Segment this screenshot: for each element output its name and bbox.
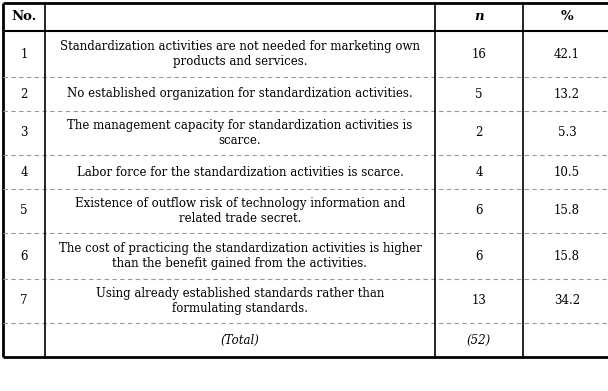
Text: Existence of outflow risk of technology information and
related trade secret.: Existence of outflow risk of technology … bbox=[75, 197, 405, 225]
Text: 2: 2 bbox=[475, 127, 483, 140]
Text: 2: 2 bbox=[20, 88, 28, 100]
Text: 13: 13 bbox=[472, 294, 486, 307]
Text: 6: 6 bbox=[475, 249, 483, 262]
Text: %: % bbox=[561, 11, 573, 23]
Text: 10.5: 10.5 bbox=[554, 165, 580, 179]
Text: 34.2: 34.2 bbox=[554, 294, 580, 307]
Text: Labor force for the standardization activities is scarce.: Labor force for the standardization acti… bbox=[77, 165, 404, 179]
Text: No established organization for standardization activities.: No established organization for standard… bbox=[67, 88, 413, 100]
Text: 4: 4 bbox=[20, 165, 28, 179]
Text: 6: 6 bbox=[475, 204, 483, 217]
Text: Using already established standards rather than
formulating standards.: Using already established standards rath… bbox=[96, 287, 384, 315]
Text: 3: 3 bbox=[20, 127, 28, 140]
Text: 5: 5 bbox=[475, 88, 483, 100]
Text: 15.8: 15.8 bbox=[554, 204, 580, 217]
Text: 16: 16 bbox=[472, 47, 486, 61]
Text: 5.3: 5.3 bbox=[558, 127, 576, 140]
Text: Standardization activities are not needed for marketing own
products and service: Standardization activities are not neede… bbox=[60, 40, 420, 68]
Text: The management capacity for standardization activities is
scarce.: The management capacity for standardizat… bbox=[67, 119, 413, 147]
Text: 7: 7 bbox=[20, 294, 28, 307]
Text: 4: 4 bbox=[475, 165, 483, 179]
Text: n: n bbox=[474, 11, 484, 23]
Text: 1: 1 bbox=[20, 47, 28, 61]
Text: (52): (52) bbox=[467, 334, 491, 346]
Text: The cost of practicing the standardization activities is higher
than the benefit: The cost of practicing the standardizati… bbox=[58, 242, 421, 270]
Text: 42.1: 42.1 bbox=[554, 47, 580, 61]
Text: 5: 5 bbox=[20, 204, 28, 217]
Text: No.: No. bbox=[12, 11, 36, 23]
Text: 6: 6 bbox=[20, 249, 28, 262]
Text: 13.2: 13.2 bbox=[554, 88, 580, 100]
Text: 15.8: 15.8 bbox=[554, 249, 580, 262]
Text: (Total): (Total) bbox=[221, 334, 260, 346]
